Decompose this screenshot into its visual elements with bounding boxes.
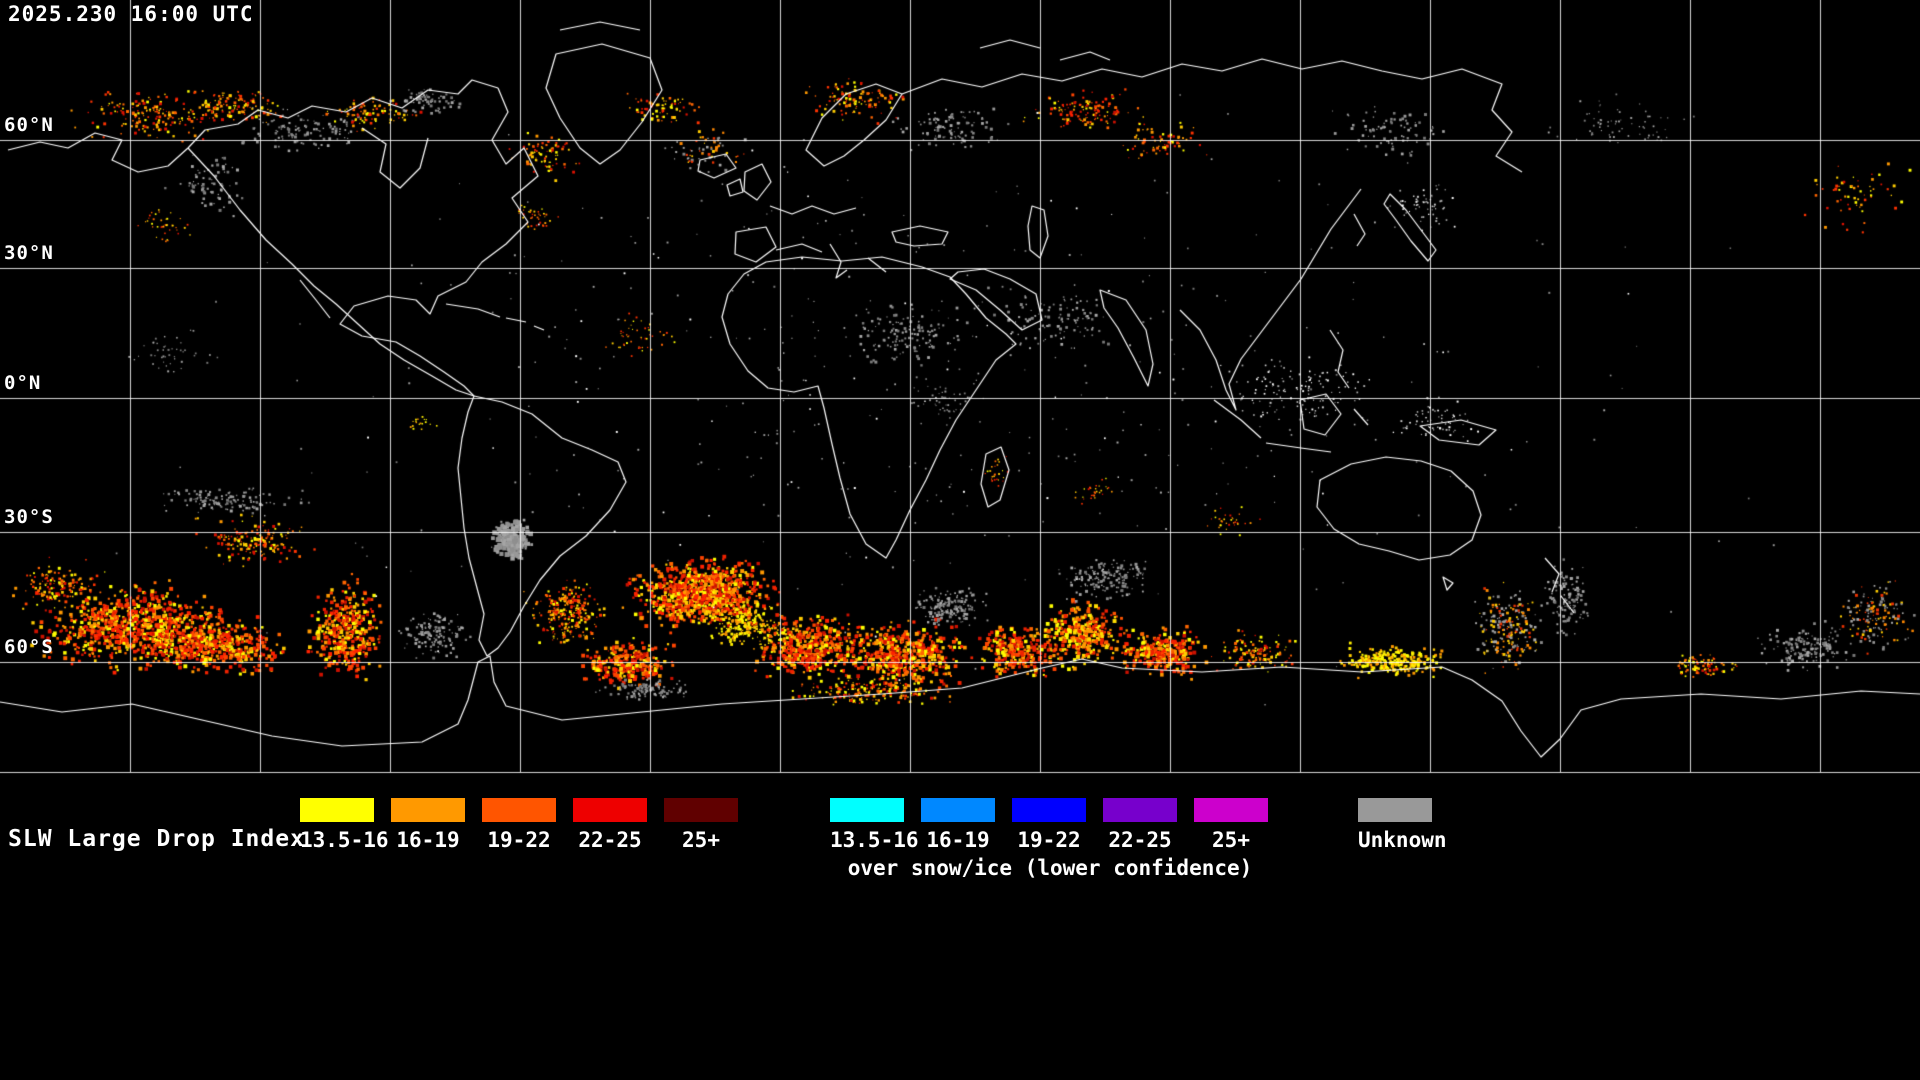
legend-group-unknown: Unknown [1358,798,1447,852]
legend-primary-swatch [391,798,465,822]
legend-unknown-label: Unknown [1358,828,1447,852]
legend-snow-label: 13.5-16 [830,828,919,852]
legend-primary-item: 19-22 [482,798,556,852]
legend-primary-label: 22-25 [578,828,642,852]
legend-snow-item: 19-22 [1012,798,1086,852]
legend-unknown-swatch [1358,798,1432,822]
latitude-label: 60°S [4,636,54,658]
legend-snow-item: 13.5-16 [830,798,919,852]
latitude-label: 60°N [4,114,54,136]
legend-snow-swatch [1103,798,1177,822]
legend-primary-item: 25+ [664,798,738,852]
latitude-label: 0°N [4,372,42,394]
legend-snow-caption: over snow/ice (lower confidence) [847,856,1253,880]
legend-snow-label: 22-25 [1108,828,1172,852]
legend-primary-item: 22-25 [573,798,647,852]
legend-snow-swatch [1012,798,1086,822]
legend-snow-label: 25+ [1212,828,1250,852]
legend-primary-label: 13.5-16 [300,828,389,852]
legend: SLW Large Drop Index 13.5-16 16-19 19-22 22… [0,772,1920,1080]
legend-primary-swatch [573,798,647,822]
legend-primary-label: 25+ [682,828,720,852]
legend-group-snow-ice: 13.5-16 16-19 19-22 22-25 25+ [830,798,1268,852]
legend-snow-label: 19-22 [1017,828,1081,852]
legend-snow-item: 22-25 [1103,798,1177,852]
legend-primary-swatch [664,798,738,822]
legend-snow-swatch [830,798,904,822]
legend-primary-label: 16-19 [396,828,460,852]
legend-primary-swatch [300,798,374,822]
latitude-label: 30°N [4,242,54,264]
legend-snow-swatch [921,798,995,822]
legend-primary-label: 19-22 [487,828,551,852]
legend-snow-item: 25+ [1194,798,1268,852]
legend-snow-label: 16-19 [926,828,990,852]
legend-snow-item: 16-19 [921,798,995,852]
legend-snow-swatch [1194,798,1268,822]
latitude-label: 30°S [4,506,54,528]
legend-primary-item: 16-19 [391,798,465,852]
legend-group-primary: 13.5-16 16-19 19-22 22-25 25+ [300,798,738,852]
legend-title: SLW Large Drop Index [8,826,305,852]
legend-primary-item: 13.5-16 [300,798,389,852]
timestamp: 2025.230 16:00 UTC [8,2,254,26]
legend-unknown-item: Unknown [1358,798,1447,852]
legend-primary-swatch [482,798,556,822]
